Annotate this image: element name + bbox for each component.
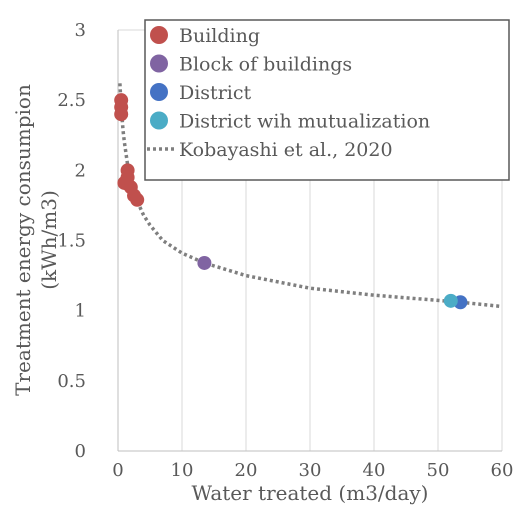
- y-tick-label-3: 3: [75, 20, 86, 41]
- legend-box: [144, 19, 510, 181]
- point-building-8: [130, 192, 145, 207]
- y-tick-label-1.5: 1.5: [57, 231, 86, 252]
- data-points: [114, 93, 468, 310]
- point-building-2: [114, 107, 129, 122]
- point-district-wih-mutualization-0: [443, 293, 458, 308]
- trendline-layer: [118, 83, 503, 309]
- legend-label-0: Building: [179, 25, 260, 47]
- x-tick-label-10: 10: [171, 460, 194, 481]
- y-tick-label-0: 0: [75, 441, 86, 462]
- legend-marker-0: [150, 26, 168, 44]
- legend-marker-3: [150, 111, 168, 130]
- x-tick-label-40: 40: [363, 460, 386, 481]
- y-tick-label-0.5: 0.5: [57, 371, 86, 392]
- legend-label-2: District: [179, 82, 251, 104]
- legend-label-3: District wih mutualization: [179, 111, 430, 133]
- y-tick-label-2: 2: [75, 160, 86, 181]
- x-tick-label-20: 20: [235, 460, 258, 481]
- x-axis-title: Water treated (m3/day): [192, 481, 429, 505]
- legend-marker-1: [150, 54, 168, 73]
- y-axis-title-line-1: Treatment energy consumpion: [11, 84, 35, 396]
- legend-label-1: Block of buildings: [179, 54, 352, 76]
- axis-titles: Water treated (m3/day) Treatment energy c…: [11, 84, 428, 505]
- x-tick-label-50: 50: [427, 460, 450, 481]
- trendline-kobayashi: [118, 83, 503, 309]
- legend-label-trendline: Kobayashi et al., 2020: [179, 139, 393, 161]
- point-block-of-buildings-0: [197, 255, 212, 270]
- legend-marker-2: [150, 83, 168, 101]
- x-tick-label-60: 60: [491, 460, 514, 481]
- legend: Building Block of buildings District Distri…: [144, 19, 510, 181]
- y-axis-title-line-2: (kWh/m3): [37, 190, 61, 290]
- y-tick-label-2.5: 2.5: [57, 90, 86, 111]
- tick-labels: 0 10 20 30 40 50 60 0 0.5 1 1.5 2 2.5 3: [57, 20, 513, 481]
- x-tick-label-30: 30: [299, 460, 322, 481]
- x-tick-label-0: 0: [112, 460, 123, 481]
- y-tick-label-1: 1: [75, 301, 86, 322]
